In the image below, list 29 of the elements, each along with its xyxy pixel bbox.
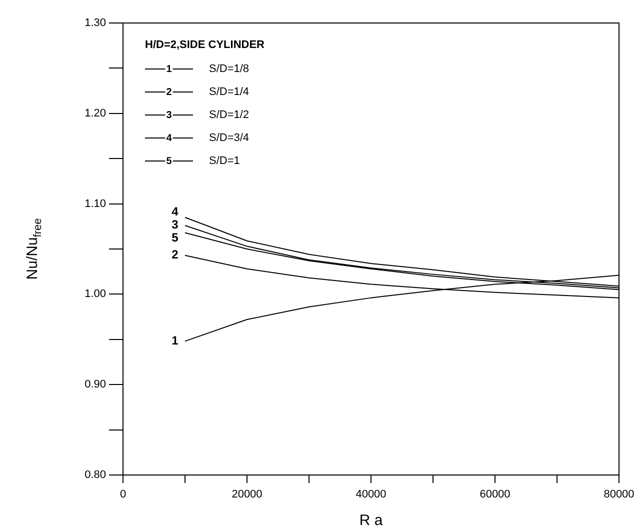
y-tick-label: 1.20: [84, 107, 106, 120]
annotation: 3: [172, 218, 179, 232]
x-tick-label: 0: [120, 488, 126, 501]
legend-label: S/D=1: [209, 155, 240, 168]
text: 2: [166, 86, 172, 98]
annotation: 5: [172, 230, 179, 245]
legend-label: S/D=1/4: [209, 86, 250, 98]
y-axis-title: Nu/Nufree: [24, 218, 44, 280]
y-tick-label: 1.30: [84, 17, 106, 30]
x-tick-label: 80000: [604, 488, 634, 501]
text: 3: [166, 110, 172, 121]
text: 5: [166, 156, 172, 167]
annotation: 4: [172, 204, 179, 219]
text: 1: [166, 64, 172, 75]
annotation: 2: [172, 248, 179, 262]
legend-label: S/D=3/4: [209, 132, 250, 144]
x-tick-label: 40000: [356, 488, 386, 501]
legend-label: S/D=1/8: [209, 63, 250, 76]
y-tick-label: 0.90: [84, 378, 106, 391]
legend-label: S/D=1/2: [209, 109, 250, 122]
annotation: 1: [172, 334, 179, 348]
x-tick-label: 60000: [480, 488, 510, 501]
x-axis-title: R a: [359, 512, 384, 530]
y-tick-label: 0.80: [84, 469, 106, 482]
y-tick-label: 1.00: [84, 288, 106, 300]
legend-title: H/D=2,SIDE CYLINDER: [145, 39, 265, 52]
x-tick-label: 20000: [232, 488, 262, 501]
text: 4: [166, 132, 172, 144]
y-tick-label: 1.10: [84, 198, 106, 210]
